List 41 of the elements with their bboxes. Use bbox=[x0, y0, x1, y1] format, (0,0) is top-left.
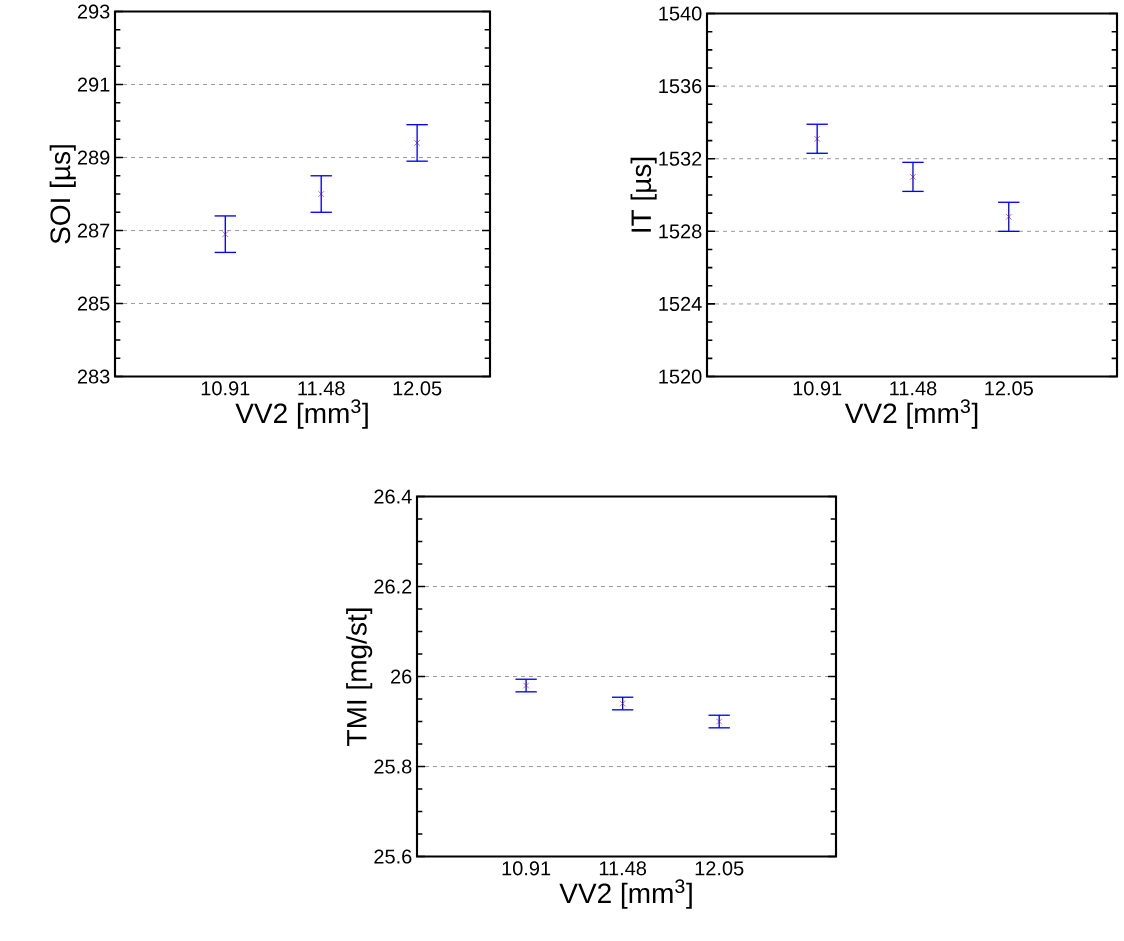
x-tick-label: 12.05 bbox=[393, 381, 442, 396]
y-axis-title: SOI [µs] bbox=[49, 145, 76, 244]
point bbox=[523, 682, 530, 689]
y-tick-label: 293 bbox=[77, 4, 110, 19]
point bbox=[414, 140, 421, 147]
y-tick-label: 291 bbox=[77, 77, 110, 92]
point bbox=[909, 174, 917, 181]
x-tick-label: 10.91 bbox=[502, 861, 551, 876]
x-tick-label: 11.48 bbox=[599, 861, 647, 876]
y-tick-label: 26.2 bbox=[374, 579, 412, 594]
y-tick-label: 1528 bbox=[659, 224, 702, 239]
point bbox=[318, 191, 325, 198]
y-tick-label: 25.6 bbox=[374, 849, 412, 864]
x-tick-label: 10.91 bbox=[793, 381, 842, 396]
point bbox=[222, 231, 229, 238]
y-tick-label: 1520 bbox=[659, 369, 702, 384]
x-tick-label: 11.48 bbox=[890, 381, 937, 396]
y-axis-title: IT [µs] bbox=[630, 158, 657, 232]
y-tick-label: 25.8 bbox=[374, 759, 412, 774]
x-axis-title: VV2 [mm$^{3}$] bbox=[844, 399, 978, 429]
point bbox=[814, 135, 821, 143]
y-tick-label: 1540 bbox=[659, 6, 702, 21]
y-tick-label: 26.4 bbox=[374, 489, 412, 504]
point bbox=[1005, 213, 1012, 221]
x-tick-label: 12.05 bbox=[695, 861, 744, 876]
x-axis-title: VV2 [mm$^{3}$] bbox=[235, 399, 368, 429]
x-tick-label: 11.48 bbox=[298, 381, 345, 396]
x-axis-title: VV2 [mm$^{3}$] bbox=[559, 879, 692, 909]
y-tick-label: 26 bbox=[391, 669, 412, 684]
y-tick-label: 285 bbox=[77, 296, 110, 311]
y-axis-title: TMI [mg/st] bbox=[346, 608, 373, 747]
y-tick-label: 1536 bbox=[659, 79, 702, 94]
point bbox=[716, 718, 723, 725]
y-tick-label: 1532 bbox=[659, 151, 702, 167]
point bbox=[619, 700, 626, 707]
y-tick-label: 1524 bbox=[659, 297, 702, 312]
x-tick-label: 12.05 bbox=[985, 381, 1033, 396]
y-tick-label: 287 bbox=[77, 223, 110, 238]
y-tick-label: 283 bbox=[77, 369, 110, 384]
x-tick-label: 10.91 bbox=[201, 381, 250, 396]
y-tick-label: 289 bbox=[77, 150, 110, 165]
